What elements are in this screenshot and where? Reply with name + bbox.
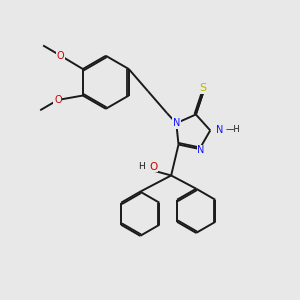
Text: S: S bbox=[200, 83, 207, 93]
Text: O: O bbox=[57, 51, 64, 61]
Text: N: N bbox=[215, 125, 223, 135]
Text: —H: —H bbox=[226, 125, 240, 134]
Text: O: O bbox=[149, 162, 158, 172]
Text: N: N bbox=[197, 146, 205, 155]
Text: O: O bbox=[54, 95, 62, 105]
Text: H: H bbox=[138, 162, 145, 171]
Text: N: N bbox=[172, 118, 180, 128]
